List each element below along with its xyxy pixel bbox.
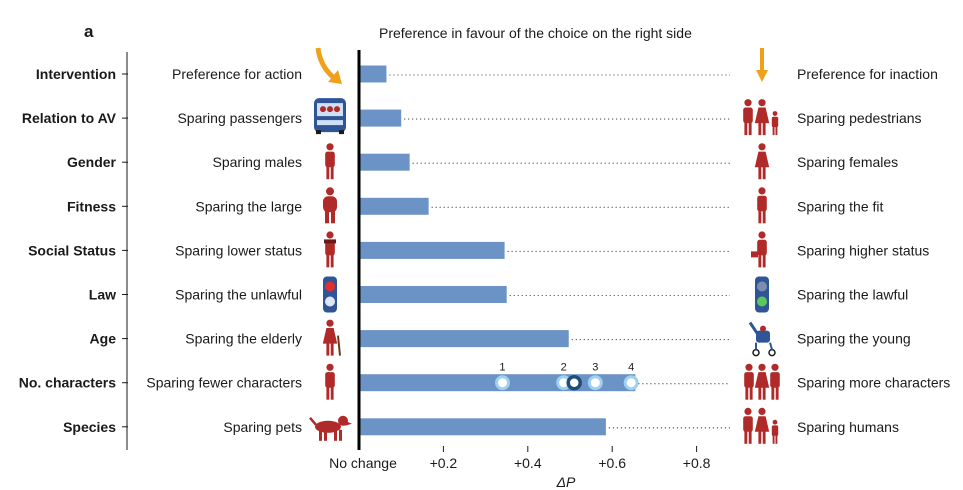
left-choice-label: Sparing the large (195, 198, 302, 214)
bar (359, 330, 569, 348)
executive-figure-icon (751, 231, 767, 268)
human-group-icon (743, 407, 779, 444)
x-tick-label: +0.6 (598, 455, 626, 471)
character-marker (623, 375, 639, 391)
x-tick-label: +0.8 (683, 455, 711, 471)
stroller-icon (748, 321, 776, 357)
right-choice-label: Sparing the fit (797, 198, 883, 214)
character-marker (587, 375, 603, 391)
fit-figure-icon (757, 187, 767, 224)
left-choice-label: Sparing the elderly (185, 331, 302, 347)
red-light-icon (323, 276, 337, 313)
dimension-label: Species (63, 419, 116, 435)
right-choice-label: Sparing more characters (797, 375, 950, 391)
bar (359, 418, 606, 436)
right-choice-label: Sparing higher status (797, 242, 929, 258)
bar (359, 109, 402, 127)
right-choice-label: Sparing the lawful (797, 287, 908, 303)
left-choice-label: Sparing fewer characters (146, 375, 302, 391)
dimension-label: Intervention (36, 66, 116, 82)
elderly-figure-icon (322, 319, 341, 356)
dimension-label: Law (89, 287, 116, 303)
left-choice-label: Sparing passengers (177, 110, 302, 126)
dimension-label: Gender (67, 154, 117, 170)
right-choice-label: Sparing humans (797, 419, 899, 435)
panel-label: a (84, 22, 94, 41)
male-figure-icon (325, 143, 335, 180)
character-marker (494, 375, 510, 391)
green-light-icon (755, 276, 769, 313)
dimension-label: No. characters (19, 375, 116, 391)
mean-marker (566, 374, 582, 391)
right-choice-label: Sparing females (797, 154, 898, 170)
right-choice-label: Sparing the young (797, 331, 911, 347)
left-choice-label: Sparing lower status (175, 242, 302, 258)
character-marker-label: 2 (561, 362, 567, 374)
dimension-label: Age (90, 331, 117, 347)
character-marker-label: 4 (628, 362, 634, 374)
right-choice-label: Sparing pedestrians (797, 110, 922, 126)
dimension-label: Relation to AV (22, 110, 117, 126)
chart-title: Preference in favour of the choice on th… (379, 25, 692, 41)
pedestrian-group-icon (743, 99, 779, 136)
x-tick-label: No change (329, 455, 397, 471)
x-tick-label: +0.2 (430, 455, 458, 471)
dog-icon (309, 415, 352, 441)
bar (359, 197, 429, 215)
homeless-figure-icon (324, 231, 336, 268)
car-passengers-icon (314, 98, 346, 135)
swerving-arrow-icon (315, 47, 342, 84)
character-marker-label: 1 (499, 362, 505, 374)
straight-arrow-icon (756, 48, 768, 82)
left-choice-label: Sparing pets (223, 419, 302, 435)
bar (359, 153, 410, 171)
female-figure-icon (754, 143, 770, 180)
bar (359, 286, 507, 303)
left-choice-label: Sparing males (213, 154, 303, 170)
character-marker-label: 3 (592, 362, 598, 374)
dimension-label: Fitness (67, 198, 116, 214)
right-choice-label: Preference for inaction (797, 66, 938, 82)
bar (359, 65, 387, 83)
bar (359, 241, 505, 259)
single-figure-icon (325, 363, 335, 400)
three-figures-icon (744, 363, 780, 400)
left-choice-label: Preference for action (172, 66, 302, 82)
dimension-label: Social Status (28, 242, 116, 258)
x-tick-label: +0.4 (514, 455, 542, 471)
x-axis-label: ΔP (556, 474, 576, 490)
large-figure-icon (323, 187, 337, 224)
left-choice-label: Sparing the unlawful (175, 287, 302, 303)
